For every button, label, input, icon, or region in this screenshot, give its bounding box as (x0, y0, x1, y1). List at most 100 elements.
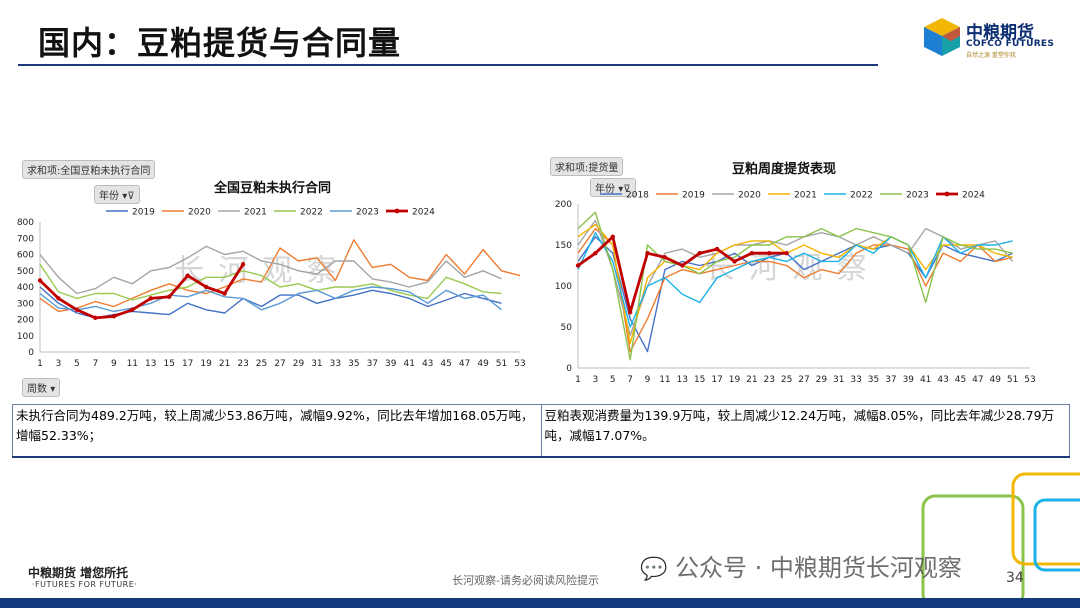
x-tick-label: 51 (496, 359, 507, 369)
data-point-2024 (784, 251, 789, 256)
left-week-field-button[interactable]: 周数 ▾ (22, 378, 61, 397)
data-point-2024 (130, 307, 135, 312)
series-line-2022 (577, 232, 1013, 328)
footer-risk-note: 长河观察-请务必阅读风险提示 (452, 574, 599, 587)
series-line-2023 (39, 286, 502, 313)
x-tick-label: 51 (1007, 375, 1018, 385)
right-pivot-field-button[interactable]: 求和项:提货量 (550, 157, 624, 176)
y-tick-label: 700 (17, 234, 34, 244)
left-pivot-field-button[interactable]: 求和项:全国豆粕未执行合同 (22, 160, 156, 179)
x-tick-label: 33 (850, 375, 861, 385)
y-tick-label: 200 (17, 316, 34, 326)
x-tick-label: 1 (37, 359, 43, 369)
data-point-2024 (610, 234, 615, 239)
title-divider (18, 64, 878, 66)
y-tick-label: 150 (555, 241, 572, 251)
filter-icon: ▾⊽ (122, 191, 135, 202)
bottom-brand-bar (0, 598, 1080, 608)
x-tick-label: 5 (610, 375, 616, 385)
legend-label-2020: 2020 (188, 208, 211, 218)
data-point-2024 (167, 294, 172, 299)
page-title: 国内：豆粕提货与合同量 (38, 24, 402, 62)
y-tick-label: 400 (17, 283, 34, 293)
x-tick-label: 39 (385, 359, 397, 369)
y-tick-label: 300 (17, 299, 34, 309)
y-tick-label: 100 (555, 282, 572, 292)
x-tick-label: 17 (182, 359, 193, 369)
x-tick-label: 27 (798, 375, 809, 385)
legend-label-2023: 2023 (356, 208, 379, 218)
legend-label-2024: 2024 (412, 208, 435, 218)
data-point-2024 (680, 263, 685, 268)
data-point-2024 (749, 251, 755, 256)
right-chart-title: 豆粕周度提货表现 (732, 162, 837, 177)
data-point-2024 (93, 315, 98, 321)
data-point-2024 (593, 251, 598, 256)
left-year-filter-label: 年份 (99, 191, 119, 202)
right-year-filter-button[interactable]: 年份 ▾⊽ (590, 178, 636, 197)
y-tick-label: 200 (555, 200, 572, 210)
x-tick-label: 41 (920, 375, 931, 385)
left-year-filter-button[interactable]: 年份 ▾⊽ (94, 185, 140, 204)
data-point-2024 (767, 251, 772, 256)
company-logo: 中粮期货 COFCO FUTURES 自然之源 重塑你我 (922, 16, 1062, 60)
x-tick-label: 11 (127, 359, 138, 369)
x-tick-label: 53 (514, 359, 525, 369)
wechat-icon: 💬 (640, 557, 668, 582)
decorative-frame-icon (921, 472, 1080, 600)
x-tick-label: 47 (459, 359, 470, 369)
y-tick-label: 0 (566, 364, 572, 374)
x-tick-label: 31 (311, 359, 322, 369)
x-tick-label: 3 (56, 359, 62, 369)
filter-icon: ▾⊽ (618, 184, 631, 195)
x-tick-label: 41 (404, 359, 415, 369)
x-tick-label: 49 (477, 359, 489, 369)
x-tick-label: 9 (111, 359, 117, 369)
dropdown-icon: ▾ (50, 384, 56, 395)
x-tick-label: 43 (422, 359, 433, 369)
x-tick-label: 45 (440, 359, 451, 369)
x-tick-label: 23 (764, 375, 775, 385)
x-tick-label: 15 (164, 359, 175, 369)
x-tick-label: 29 (293, 359, 305, 369)
data-point-2024 (148, 296, 153, 301)
series-line-2020 (577, 219, 1014, 336)
data-point-2024 (74, 307, 80, 312)
x-tick-label: 21 (746, 375, 757, 385)
legend-label-2020: 2020 (738, 191, 761, 201)
wechat-watermark: 💬 公众号 · 中粮期货长河观察 (640, 548, 962, 583)
x-tick-label: 31 (833, 375, 844, 385)
legend-label-2022: 2022 (850, 191, 873, 201)
legend-label-2022: 2022 (300, 208, 323, 218)
data-point-2024 (575, 263, 581, 268)
data-point-2024 (240, 262, 246, 267)
series-line-2022 (39, 263, 502, 301)
x-tick-label: 25 (256, 359, 267, 369)
x-tick-label: 19 (200, 359, 212, 369)
x-tick-label: 3 (593, 375, 599, 385)
wechat-text: 公众号 · 中粮期货长河观察 (675, 554, 962, 582)
data-point-2024 (185, 273, 190, 278)
x-tick-label: 37 (885, 375, 896, 385)
x-tick-label: 49 (990, 375, 1002, 385)
x-tick-label: 17 (711, 375, 722, 385)
legend-label-2024: 2024 (962, 191, 985, 201)
series-line-2023 (577, 211, 1013, 361)
x-tick-label: 7 (93, 359, 99, 369)
left-chart-title: 全国豆粕未执行合同 (214, 181, 332, 196)
data-point-2024 (222, 291, 227, 296)
data-point-2024 (645, 251, 650, 256)
legend-label-2019: 2019 (132, 208, 155, 218)
x-tick-label: 43 (937, 375, 948, 385)
x-tick-label: 37 (367, 359, 378, 369)
x-tick-label: 13 (677, 375, 688, 385)
legend-label-2019: 2019 (682, 191, 705, 201)
data-point-2024 (56, 296, 61, 301)
x-tick-label: 13 (145, 359, 156, 369)
left-description: 未执行合同为489.2万吨，较上周减少53.86万吨，减幅9.92%，同比去年增… (12, 404, 542, 458)
legend-label-2023: 2023 (906, 191, 929, 201)
y-tick-label: 800 (17, 218, 34, 228)
footer-company: 中粮期货 增您所托 (28, 566, 129, 580)
data-point-2024 (111, 314, 117, 319)
